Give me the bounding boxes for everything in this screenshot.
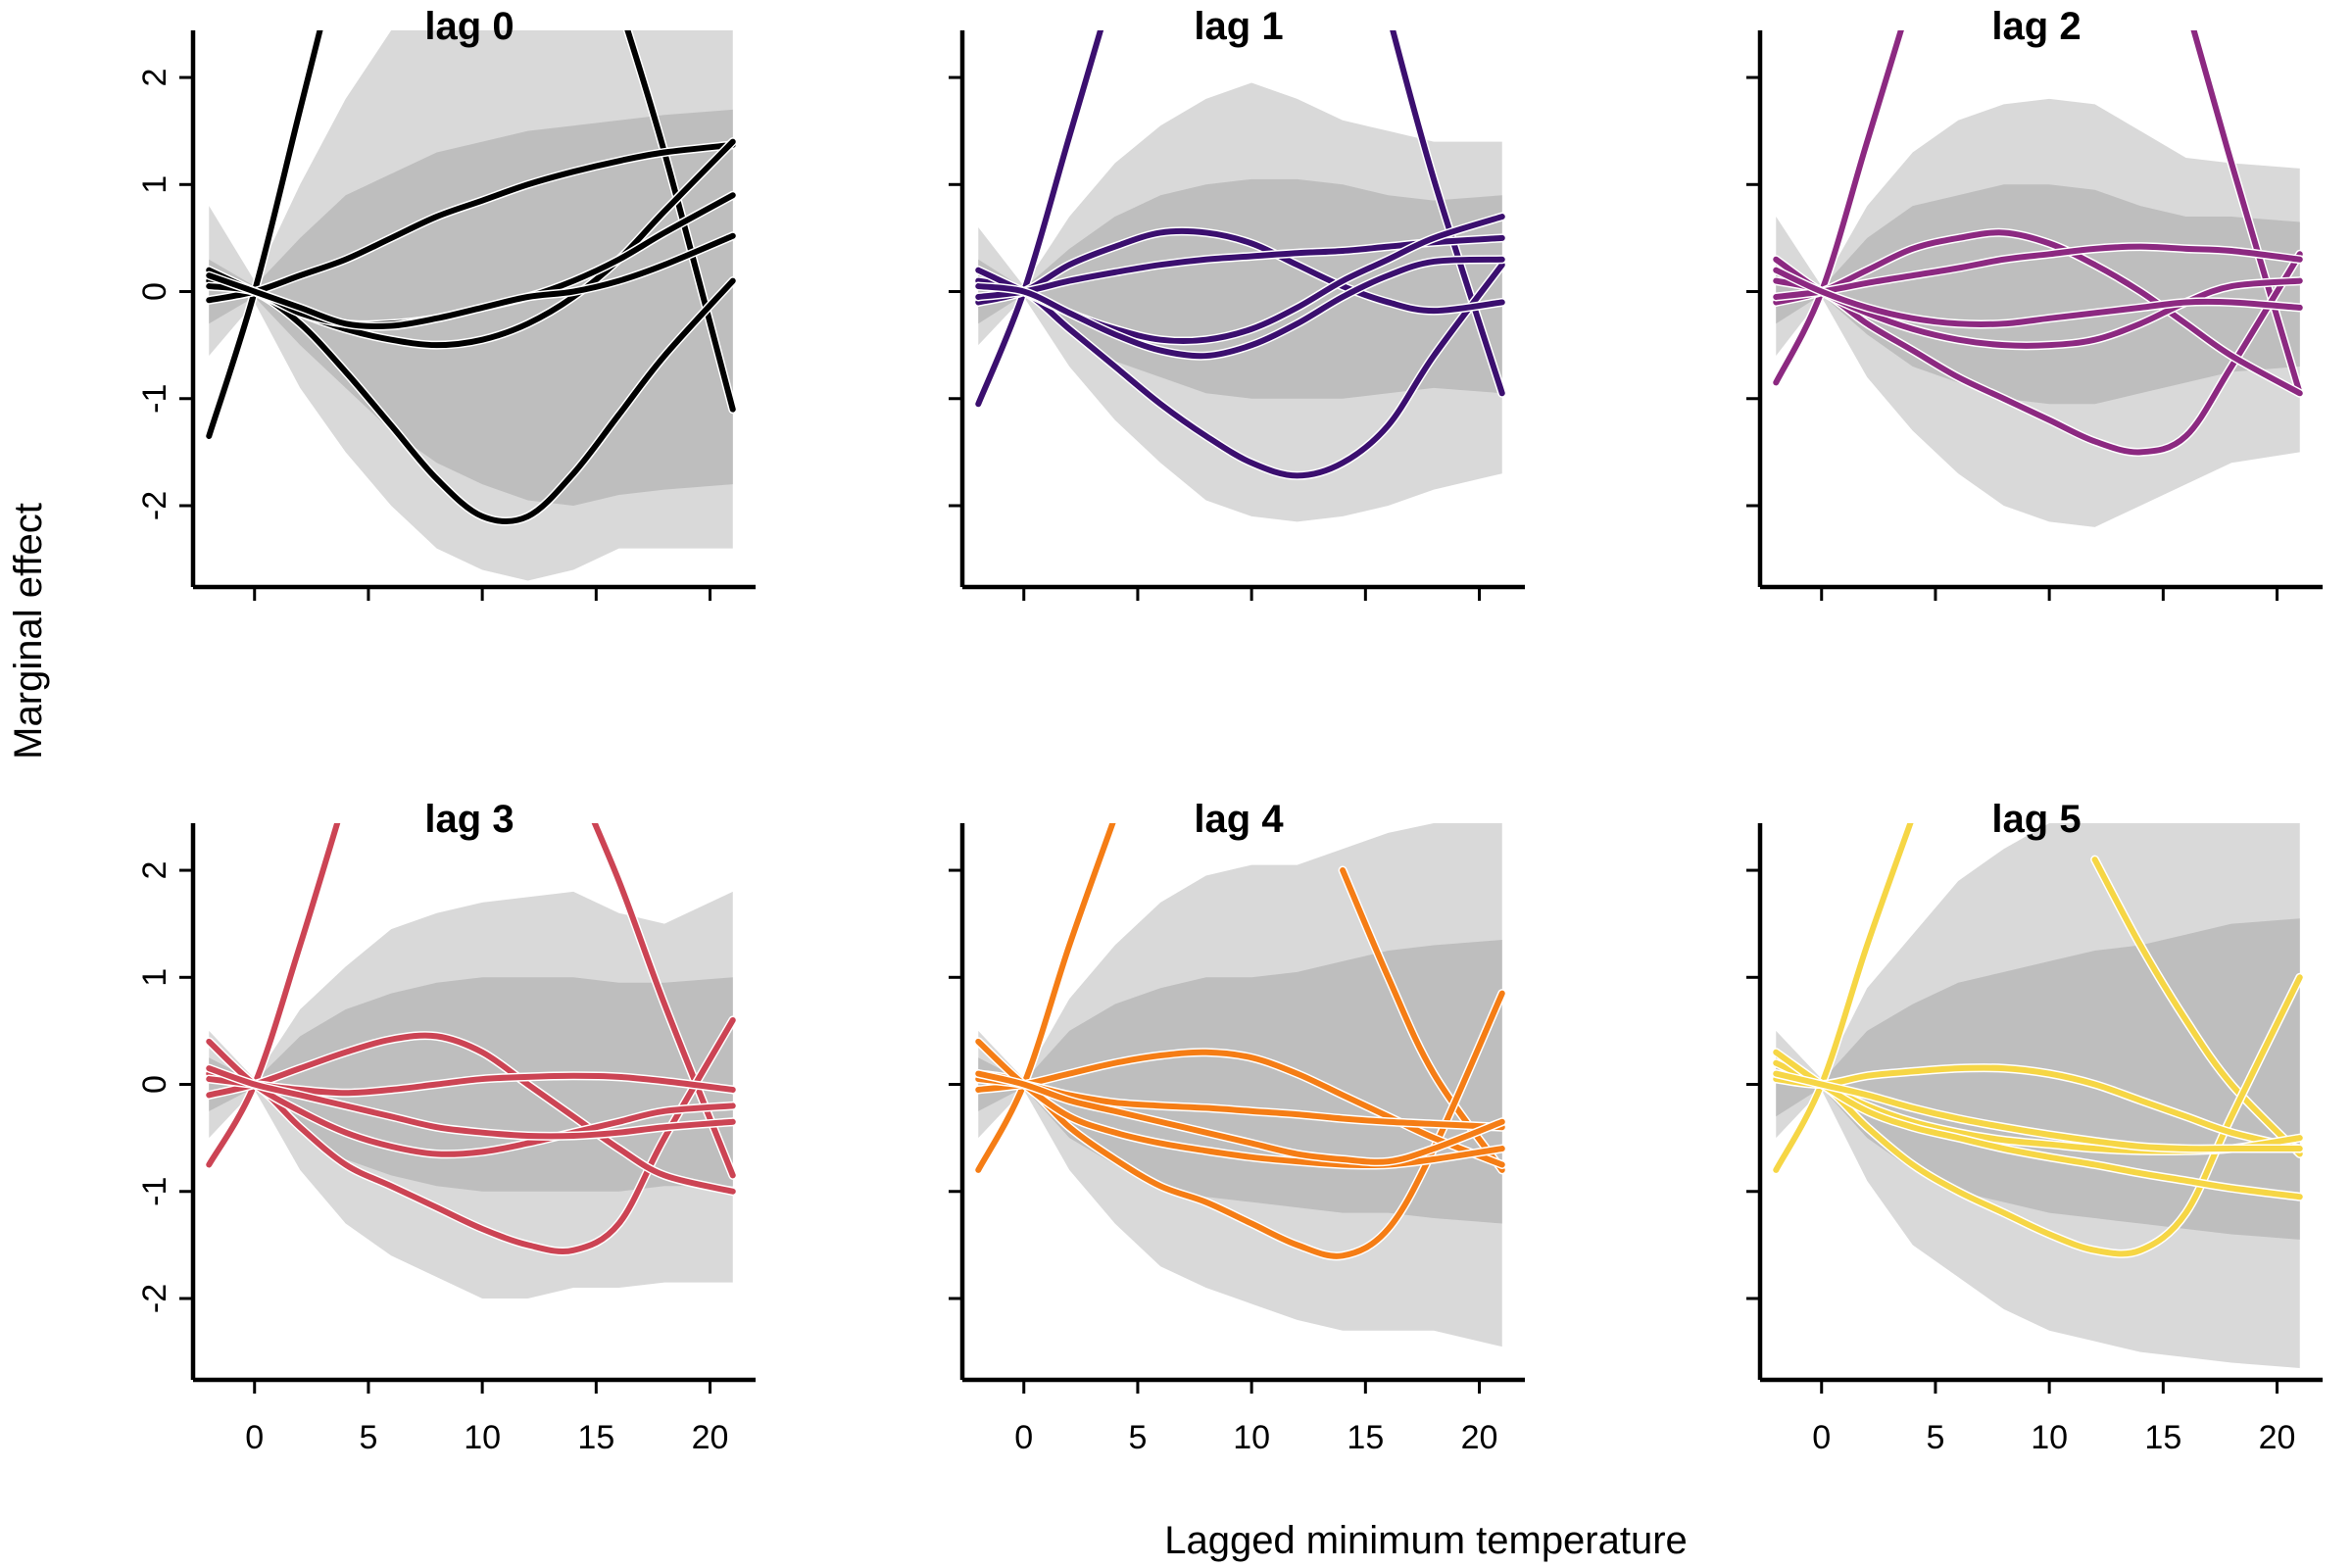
y-tick-label: -1 [136,384,173,414]
line [1773,243,2303,300]
y-tick-label: 1 [136,968,173,987]
panel [204,823,738,1298]
line [975,256,1505,360]
panel [973,823,1507,1348]
line [1773,823,1914,1173]
panel-title: lag 5 [1991,798,2081,841]
x-tick-label: 20 [1461,1419,1498,1456]
line [1773,974,2303,1257]
line [975,1070,1505,1165]
panel [204,30,738,581]
y-tick-label: -2 [136,491,173,520]
x-axis-label: Lagged minimum temperature [1164,1519,1688,1562]
interval-band [978,178,1502,399]
line [206,1072,736,1097]
line [975,234,1505,300]
line [1390,30,1505,397]
line [206,1065,736,1140]
line [206,1016,736,1255]
y-tick-label: 0 [136,282,173,301]
x-tick-label: 0 [245,1419,264,1456]
x-tick-label: 15 [2144,1419,2181,1456]
panel-title: lag 1 [1194,5,1283,48]
line [1773,30,1904,386]
y-tick-label: 2 [136,69,173,87]
line [1773,1064,2303,1152]
line [1773,1070,2303,1152]
interval-band [1776,184,2300,405]
panel [1771,823,2305,1368]
line [1773,267,2303,327]
line [206,277,736,525]
line [206,232,736,330]
x-tick-label: 10 [1233,1419,1270,1456]
x-tick-label: 10 [2031,1419,2068,1456]
x-tick-label: 0 [1014,1419,1033,1456]
panel [973,30,1507,522]
y-axis-label: Marginal effect [7,503,50,760]
panel-title: lag 3 [424,798,514,841]
y-tick-label: -2 [136,1284,173,1313]
line [1773,251,2303,456]
x-tick-label: 5 [1926,1419,1944,1456]
panel-title: lag 4 [1194,798,1284,841]
x-tick-label: 15 [1347,1419,1384,1456]
line [975,823,1116,1173]
y-tick-label: 2 [136,861,173,880]
line [1773,229,2303,397]
panel-title: lag 0 [424,5,514,48]
y-tick-label: 1 [136,175,173,194]
line [206,141,736,304]
line [206,823,341,1168]
line [2091,857,2303,1157]
x-tick-label: 5 [1128,1419,1147,1456]
line [2190,30,2303,397]
line [206,1032,736,1195]
line [975,1076,1505,1131]
panel-title: lag 2 [1991,5,2081,48]
y-tick-label: 0 [136,1075,173,1094]
line [206,1038,736,1157]
line [206,30,323,439]
x-tick-label: 5 [359,1419,377,1456]
line [975,262,1505,479]
line [624,30,736,413]
x-tick-label: 10 [464,1419,501,1456]
x-tick-label: 15 [577,1419,614,1456]
line [1773,1049,2303,1200]
line [975,227,1505,315]
x-tick-label: 20 [2259,1419,2296,1456]
x-tick-label: 0 [1812,1419,1831,1456]
panel [1771,30,2305,527]
line [975,990,1505,1259]
y-tick-label: -1 [136,1177,173,1206]
line [975,30,1104,408]
x-tick-label: 20 [692,1419,729,1456]
